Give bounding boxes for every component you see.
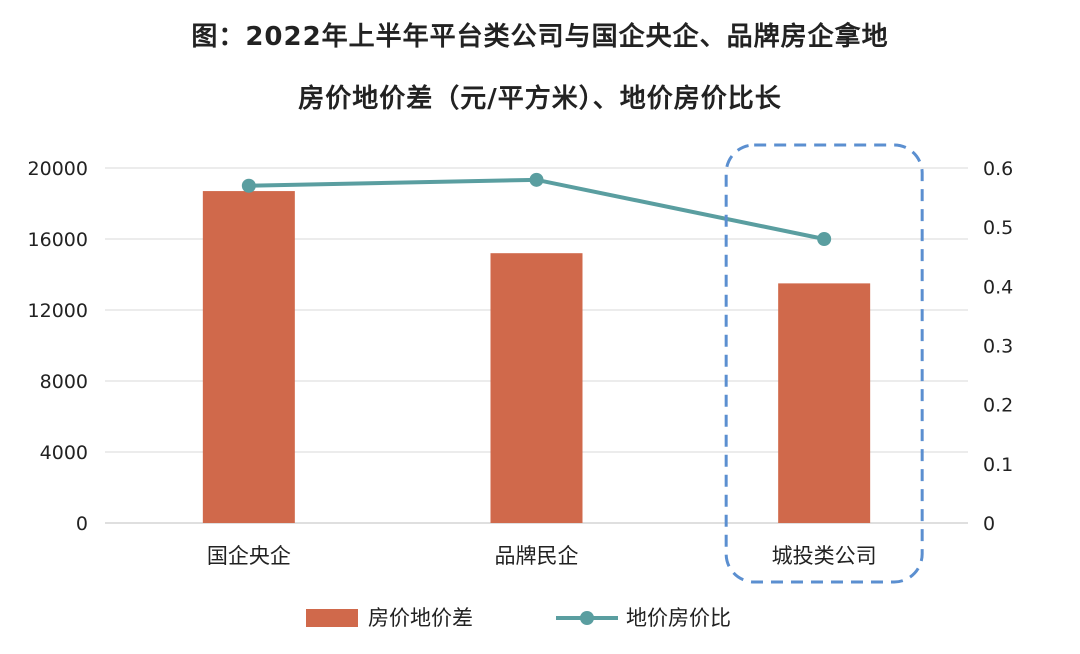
right-tick-label: 0.2 [983, 395, 1013, 417]
highlight-box [724, 143, 924, 584]
left-axis-ticks: 0 4000 8000 12000 16000 20000 [28, 158, 88, 535]
category-labels: 国企央企 品牌民企 城投类公司 [207, 544, 877, 568]
left-tick-label: 16000 [28, 229, 88, 251]
right-axis-ticks: 0 0.1 0.2 0.3 0.4 0.5 0.6 [983, 158, 1013, 535]
legend-line-marker [580, 611, 594, 625]
legend-label: 地价房价比 [626, 606, 731, 630]
legend: 房价地价差 地价房价比 [306, 606, 731, 630]
line-point [817, 232, 832, 246]
line-point [241, 178, 256, 193]
chart-title-line2: 房价地价差（元/平方米）、地价房价比长 [298, 84, 782, 114]
category-label: 国企央企 [207, 544, 291, 568]
right-tick-label: 0 [983, 513, 995, 535]
legend-label: 房价地价差 [368, 606, 473, 630]
category-label: 城投类公司 [772, 544, 877, 568]
right-tick-label: 0.3 [983, 336, 1013, 358]
legend-bar-swatch [306, 609, 358, 627]
line-point [529, 172, 544, 187]
chart-title-line1: 图：2022年上半年平台类公司与国企央企、品牌房企拿地 [191, 22, 889, 52]
left-tick-label: 4000 [40, 442, 88, 464]
highlight-rect [724, 143, 924, 584]
line-series [241, 172, 832, 246]
left-tick-label: 12000 [28, 300, 88, 322]
bar [202, 191, 295, 523]
right-tick-label: 0.1 [983, 454, 1013, 476]
right-tick-label: 0.5 [983, 217, 1013, 239]
bar [778, 283, 871, 523]
bar-series [202, 191, 871, 523]
bar [490, 253, 583, 523]
right-tick-label: 0.4 [983, 276, 1013, 298]
left-tick-label: 20000 [28, 158, 88, 180]
right-tick-label: 0.6 [983, 158, 1013, 180]
left-tick-label: 0 [76, 513, 88, 535]
left-tick-label: 8000 [40, 371, 88, 393]
series-line [248, 177, 825, 241]
category-label: 品牌民企 [495, 544, 579, 568]
